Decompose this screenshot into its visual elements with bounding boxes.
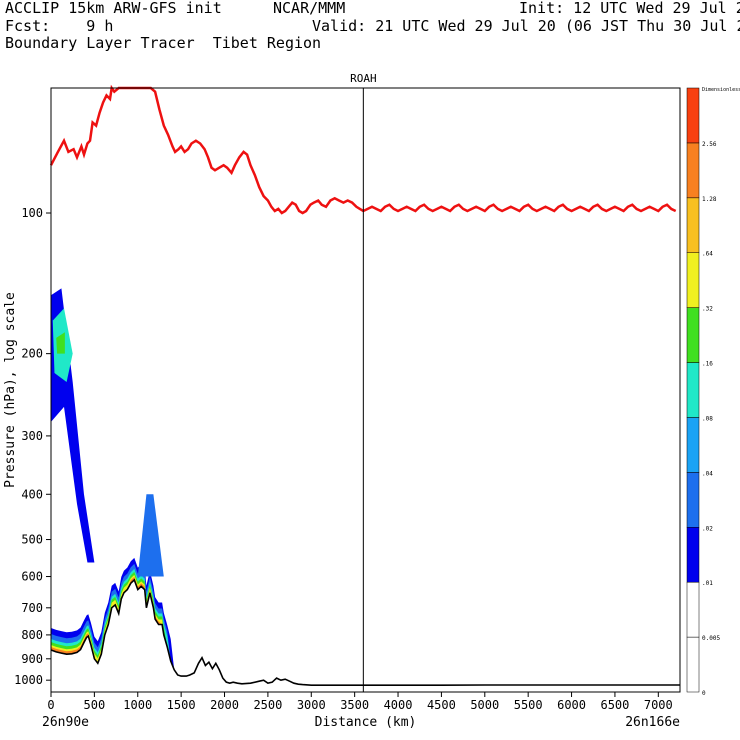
colorbar: 0 0.005 .01 .02 .04 .08 .16 .32 .64 1.28 2.56 Dimen…	[686, 87, 740, 697]
y-tick-label: 400	[21, 487, 43, 501]
colorbar-swatch	[686, 417, 700, 473]
colorbar-swatch	[686, 581, 700, 638]
x-tick-label: 7000	[644, 698, 673, 712]
y-tick-label: 100	[21, 206, 43, 220]
colorbar-label: 0.005	[702, 635, 720, 642]
header-forecast-hour: Fcst: 9 h	[5, 17, 114, 35]
x-tick-label: 3500	[340, 698, 369, 712]
y-tick-label: 700	[21, 601, 43, 615]
x-tick-label: 1500	[167, 698, 196, 712]
header-org: NCAR/MMM	[273, 0, 346, 17]
right-endpoint-label: 26n166e	[625, 715, 680, 730]
header-init-time: Init: 12 UTC Wed 29 Jul 20	[519, 0, 740, 17]
colorbar-swatch	[686, 252, 700, 308]
terrain-line	[50, 578, 680, 687]
colorbar-swatch	[686, 197, 700, 253]
header-field-name: Boundary Layer Tracer Tibet Region	[5, 34, 322, 52]
x-tick-label: 2500	[253, 698, 282, 712]
x-tick-label: 1000	[123, 698, 152, 712]
colorbar-label: .32	[702, 306, 713, 313]
colorbar-swatch	[686, 636, 700, 693]
tracer-plume-mid	[137, 494, 164, 577]
colorbar-swatch	[686, 527, 700, 583]
chart-axes-layer: ROAH 0 500 1000 1500 2000 2500 3000 3500 4000 4500…	[3, 72, 680, 730]
x-tick-label: 0	[47, 698, 54, 712]
colorbar-swatch	[686, 307, 700, 363]
y-tick-label: 200	[21, 347, 43, 361]
marker-label: ROAH	[350, 72, 377, 85]
y-tick-label: 800	[21, 628, 43, 642]
colorbar-label: .08	[702, 415, 713, 422]
colorbar-swatch	[686, 362, 700, 418]
x-tick-label: 5500	[514, 698, 543, 712]
colorbar-label: .04	[702, 470, 713, 477]
plot-frame	[50, 87, 681, 693]
colorbar-label: 2.56	[702, 141, 717, 148]
x-tick-label: 3000	[297, 698, 326, 712]
colorbar-label: 1.28	[702, 196, 717, 203]
colorbar-swatch	[686, 142, 700, 199]
chart-lines-layer	[49, 84, 680, 692]
x-tick-label: 4000	[384, 698, 413, 712]
colorbar-swatch	[686, 87, 700, 144]
colorbar-label: .16	[702, 361, 713, 368]
x-tick-label: 4500	[427, 698, 456, 712]
colorbar-label: .64	[702, 251, 713, 258]
colorbar-title: Dimensionless	[702, 87, 740, 93]
y-tick-label: 500	[21, 533, 43, 547]
colorbar-label: .01	[702, 580, 713, 587]
left-endpoint-label: 26n90e	[42, 715, 89, 730]
y-tick-label: 600	[21, 570, 43, 584]
y-axis-label: Pressure (hPa), log scale	[3, 292, 18, 488]
x-tick-label: 500	[84, 698, 106, 712]
header-title: ACCLIP 15km ARW-GFS init	[5, 0, 222, 17]
x-tick-label: 6500	[600, 698, 629, 712]
y-tick-label: 900	[21, 652, 43, 666]
y-tick-label: 300	[21, 429, 43, 443]
x-tick-label: 2000	[210, 698, 239, 712]
colorbar-label: .02	[702, 525, 713, 532]
x-axis-label: Distance (km)	[315, 715, 417, 730]
colorbar-swatch	[686, 472, 700, 528]
header-valid-time: Valid: 21 UTC Wed 29 Jul 20 (06 JST Thu …	[312, 17, 740, 35]
tracer-plume-max	[56, 332, 65, 354]
y-tick-label: 1000	[14, 673, 43, 687]
x-tick-label: 5000	[470, 698, 499, 712]
x-tick-label: 6000	[557, 698, 586, 712]
colorbar-label: 0	[702, 690, 706, 697]
tracer-fill-layer	[51, 288, 175, 670]
